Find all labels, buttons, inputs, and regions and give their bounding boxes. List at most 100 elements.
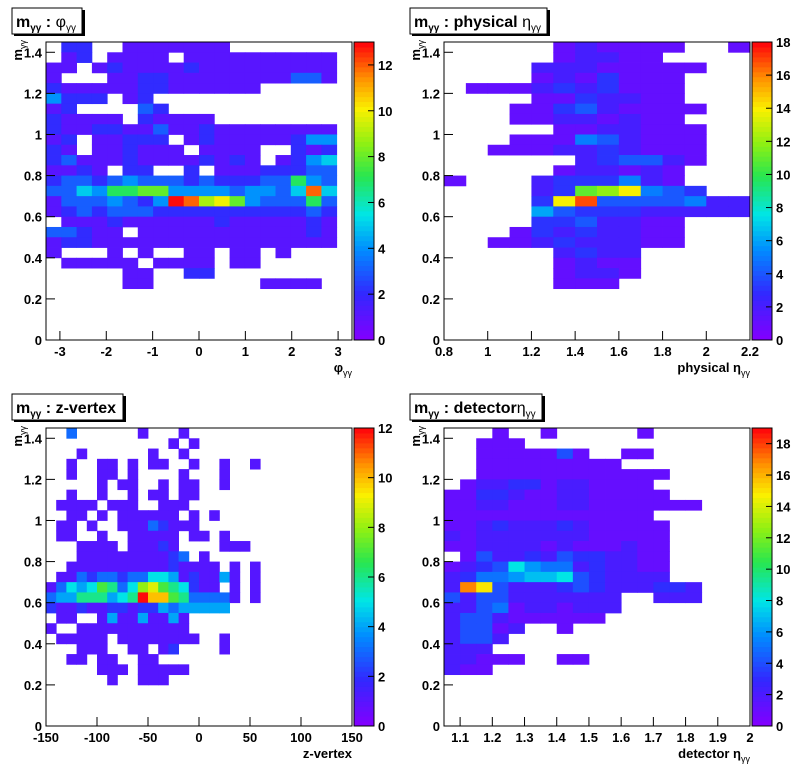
heatmap-cell	[168, 571, 179, 583]
palette-swatch	[354, 81, 374, 88]
palette-swatch	[354, 245, 374, 252]
title-sub: γγ	[428, 409, 440, 420]
title-var-sub: γγ	[526, 409, 536, 420]
y-tick-label: 1.4	[422, 45, 441, 60]
heatmap-cell	[137, 165, 154, 176]
heatmap-cell	[444, 499, 461, 511]
heatmap-cell	[244, 72, 261, 84]
heatmap-cell	[250, 561, 261, 573]
heatmap-cell	[540, 448, 558, 460]
heatmap-cell	[662, 216, 685, 228]
heatmap-cell	[531, 62, 554, 74]
title-rest: : physical	[439, 14, 522, 31]
palette-swatch	[752, 442, 772, 449]
palette-swatch	[752, 601, 772, 608]
heatmap-cell	[244, 155, 261, 166]
heatmap-cell	[178, 602, 190, 614]
heatmap-cell	[199, 83, 215, 94]
heatmap-cell	[508, 438, 525, 449]
palette-swatch	[752, 676, 772, 682]
heatmap-cell	[199, 530, 210, 542]
heatmap-cell	[127, 612, 139, 624]
heatmap-cell	[476, 654, 493, 665]
palette-swatch	[354, 537, 374, 543]
heatmap-cell	[214, 185, 230, 197]
z-tick-label: 6	[776, 625, 783, 640]
heatmap-cell	[46, 206, 62, 218]
heatmap-cell	[158, 664, 169, 676]
z-tick-label: 0	[378, 719, 385, 734]
heatmap-cell	[168, 155, 185, 166]
x-axis-label-sub: γγ	[741, 754, 751, 764]
heatmap-cell	[553, 247, 576, 259]
heatmap-cell	[531, 226, 554, 238]
palette-swatch	[354, 452, 374, 459]
heatmap-cell	[640, 52, 663, 63]
heatmap-cell	[553, 124, 576, 135]
y-tick-label: 0	[35, 333, 42, 348]
palette-swatch	[354, 136, 374, 142]
heatmap-cell	[640, 226, 663, 238]
heatmap-cell	[137, 62, 154, 74]
x-tick-label: 1.4	[548, 730, 567, 745]
heatmap-cell	[66, 633, 77, 645]
heatmap-cell	[158, 510, 169, 521]
y-axis-label: mγγ	[10, 426, 28, 447]
palette-swatch	[752, 641, 772, 648]
heatmap-cell	[621, 561, 638, 573]
heatmap-cell	[540, 541, 558, 552]
heatmap-cell	[540, 602, 558, 614]
chart-title: mγγ : φγγ	[16, 14, 76, 34]
heatmap-cell	[684, 206, 707, 218]
heatmap-cell	[728, 42, 751, 53]
heatmap-cell	[556, 654, 574, 665]
heatmap-cell	[91, 196, 108, 207]
heatmap-cell	[508, 510, 525, 521]
palette-swatch	[752, 156, 772, 162]
heatmap-cell	[572, 592, 590, 604]
heatmap-cell	[275, 165, 292, 176]
palette-swatch	[752, 121, 772, 127]
palette-swatch	[752, 166, 772, 172]
palette-swatch	[354, 706, 374, 712]
title-var: η	[517, 400, 526, 417]
heatmap-cell	[153, 155, 169, 166]
heatmap-cell	[306, 216, 322, 228]
palette-swatch	[354, 66, 374, 73]
heatmap-cell	[107, 582, 118, 593]
z-tick-label: 0	[776, 333, 783, 348]
z-tick-label: 0	[776, 719, 783, 734]
heatmap-cell	[199, 196, 215, 207]
y-tick-label: 0	[35, 719, 42, 734]
heatmap-cell	[148, 674, 159, 686]
heatmap-cell	[531, 134, 554, 146]
heatmap-cell	[56, 633, 67, 645]
palette-swatch	[752, 472, 772, 479]
heatmap-cell	[66, 510, 77, 521]
z-tick-label: 14	[776, 101, 791, 116]
heatmap-cell	[97, 654, 108, 665]
heatmap-cell	[684, 196, 707, 207]
heatmap-cell	[229, 226, 246, 238]
heatmap-cell	[605, 541, 622, 552]
x-tick-label: -1	[147, 344, 159, 359]
heatmap-cell	[61, 83, 77, 94]
heatmap-cell	[524, 469, 542, 480]
heatmap-cell	[460, 510, 477, 521]
y-axis-label-main: m	[10, 49, 25, 61]
palette-swatch	[752, 320, 772, 326]
heatmap-cell	[684, 155, 707, 166]
heatmap-cell	[290, 62, 307, 74]
z-tick-label: 10	[378, 104, 392, 119]
heatmap-cell	[640, 83, 663, 94]
heatmap-cell	[158, 582, 169, 593]
palette-swatch	[752, 136, 772, 142]
heatmap-cell	[229, 582, 241, 593]
palette-swatch	[752, 666, 772, 672]
heatmap-cell	[621, 541, 638, 552]
palette-swatch	[354, 432, 374, 439]
heatmap-cell	[524, 448, 542, 460]
palette-swatch	[354, 86, 374, 93]
heatmap-cell	[127, 489, 139, 501]
heatmap-cell	[260, 237, 276, 248]
